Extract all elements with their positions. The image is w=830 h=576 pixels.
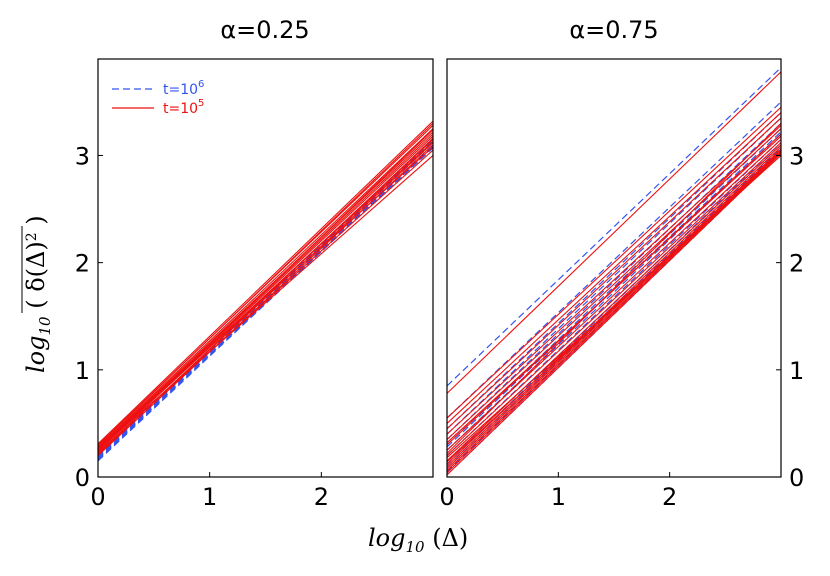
series-t1e6-line-3 [446, 117, 782, 435]
left-x-ticks: 0 1 2 [90, 472, 329, 511]
x-axis-label: log10 (Δ) [368, 524, 468, 556]
series-t1e5-line-4 [446, 125, 782, 435]
series-t1e5-line-2 [446, 112, 782, 424]
y-tick-label: 3 [75, 142, 90, 170]
right-x-ticks: 0 1 2 [439, 472, 677, 511]
legend-entry-t1e5: t=105 [163, 98, 204, 117]
x-tick-label: 0 [90, 483, 105, 511]
series-t1e5-line-1 [446, 106, 782, 419]
y-axis-label-text: log10 ( δ(Δ)2 ) [22, 215, 54, 373]
legend: t=106 t=105 [112, 79, 204, 117]
y-axis-label: log10 ( δ(Δ)2 ) [21, 215, 54, 373]
legend-t1e6-exponent: 6 [198, 79, 204, 90]
right-plot-area [446, 67, 782, 476]
y-tick-label: 3 [789, 142, 804, 170]
series-t1e5-line-11 [97, 120, 434, 445]
series-t1e5-line-3 [446, 117, 782, 430]
x-tick-label: 0 [439, 483, 454, 511]
panel-left: α=0.25 0 1 2 0 1 2 3 t=106 t=105 [75, 16, 434, 511]
legend-t1e6-prefix: t=10 [163, 82, 198, 98]
left-y-ticks: 0 1 2 3 [75, 142, 103, 492]
right-y-ticks: 0 1 2 3 [776, 142, 804, 492]
x-tick-label: 2 [314, 483, 329, 511]
left-plot-area [97, 120, 434, 462]
series-t1e5-line-16 [446, 155, 782, 459]
series-t1e6-line-1 [446, 101, 782, 419]
legend-entry-t1e6: t=106 [163, 79, 204, 98]
series-t1e6-line-4 [446, 122, 782, 440]
legend-t1e5-exponent: 5 [198, 98, 204, 109]
y-tick-label: 2 [75, 250, 90, 278]
series-t1e5-line-19 [446, 135, 782, 444]
series-t1e5-line-0 [446, 71, 782, 394]
y-tick-label: 0 [75, 464, 90, 492]
series-t1e5-line-9 [446, 144, 782, 462]
series-t1e5-line-5 [446, 128, 782, 440]
left-panel-title: α=0.25 [220, 16, 309, 44]
right-panel-title: α=0.75 [569, 16, 658, 44]
x-axis-label-text: log10 (Δ) [368, 524, 468, 556]
series-t1e5-line-15 [97, 146, 434, 448]
series-t1e6-line-2 [446, 112, 782, 430]
series-t1e5-line-15 [446, 152, 782, 476]
series-t1e5-line-8 [446, 142, 782, 456]
series-t1e6-line-0 [446, 67, 782, 387]
series-t1e5-line-10 [446, 146, 782, 465]
y-tick-label: 0 [789, 464, 804, 492]
y-tick-label: 1 [75, 357, 90, 385]
series-t1e5-line-14 [97, 129, 434, 452]
legend-t1e5-prefix: t=10 [163, 101, 198, 117]
y-tick-label: 2 [789, 250, 804, 278]
series-t1e5-line-12 [446, 149, 782, 469]
series-t1e5-line-6 [97, 128, 434, 448]
series-t1e5-line-17 [446, 152, 782, 463]
y-tick-label: 1 [789, 357, 804, 385]
x-tick-label: 2 [662, 483, 677, 511]
panel-right: α=0.75 0 1 2 0 1 2 3 [439, 16, 804, 511]
series-t1e5-line-18 [446, 122, 782, 454]
series-t1e5-line-9 [97, 155, 434, 451]
left-plot-frame [97, 58, 434, 478]
x-tick-label: 1 [202, 483, 217, 511]
series-t1e5-line-10 [97, 122, 434, 447]
right-plot-frame [446, 58, 782, 478]
x-tick-label: 1 [551, 483, 566, 511]
